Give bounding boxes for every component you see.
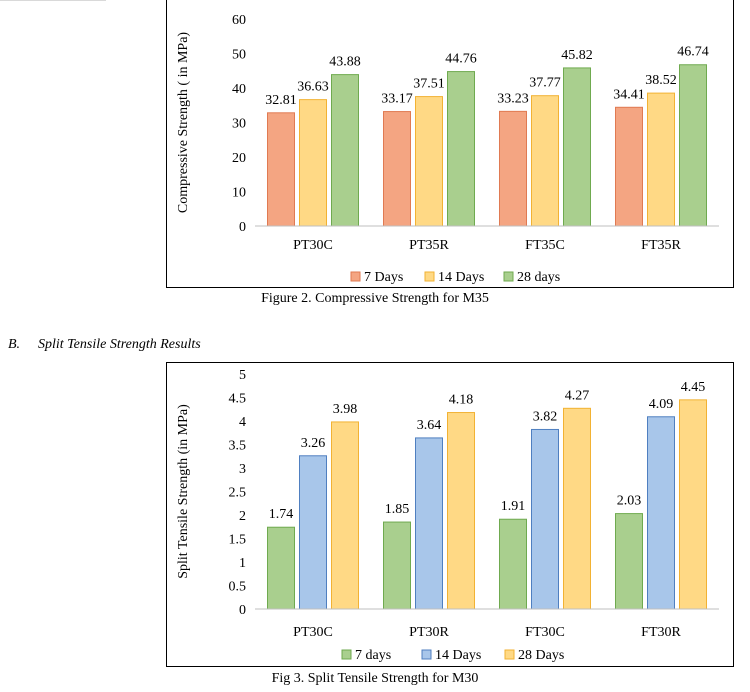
- data-label: 33.17: [381, 92, 413, 107]
- x-tick-label: FT35C: [525, 238, 565, 253]
- legend-label: 7 days: [355, 648, 391, 663]
- bar: [679, 399, 707, 610]
- legend-label: 28 Days: [518, 648, 564, 663]
- y-tick-label: 40: [232, 82, 246, 97]
- data-label: 34.41: [613, 87, 645, 102]
- y-tick-label: 0.5: [229, 580, 247, 595]
- top-rule: [0, 0, 106, 1]
- data-label: 44.76: [445, 52, 477, 67]
- bar: [447, 71, 475, 227]
- bar: [615, 106, 643, 227]
- bar: [383, 111, 411, 227]
- bar: [267, 112, 295, 227]
- data-label: 3.26: [301, 436, 326, 451]
- section-title: Split Tensile Strength Results: [38, 337, 201, 352]
- legend-label: 14 Days: [435, 648, 481, 663]
- y-tick-label: 5: [239, 368, 246, 383]
- bar: [679, 64, 707, 227]
- y-tick-label: 50: [232, 48, 246, 63]
- legend-swatch: [350, 271, 361, 282]
- y-tick-label: 2.5: [229, 486, 247, 501]
- compressive-strength-chart-svg: 0 10 20 30 40 50 60 32.81 33.17 33.23 34.41 36.63 37…: [176, 13, 719, 285]
- legend-swatch: [504, 649, 515, 660]
- x-tick-label: FT35R: [641, 238, 681, 253]
- x-tick-label: PT35R: [409, 238, 449, 253]
- y-tick-label: 1: [239, 556, 246, 571]
- data-label: 33.23: [497, 91, 529, 106]
- y-axis-title: Split Tensile Strength (in MPa): [176, 404, 191, 579]
- bar: [563, 67, 591, 227]
- data-label: 43.88: [329, 55, 361, 70]
- bar: [415, 437, 443, 610]
- bar: [531, 95, 559, 227]
- x-tick-label: PT30R: [409, 625, 449, 640]
- y-tick-label: 4: [239, 415, 246, 430]
- data-label: 1.74: [269, 507, 294, 522]
- bar: [499, 110, 527, 227]
- data-label: 4.18: [449, 393, 474, 408]
- data-label: 3.64: [417, 418, 442, 433]
- legend-label: 14 Days: [438, 270, 484, 285]
- section-heading: B. Split Tensile Strength Results: [8, 337, 201, 353]
- y-tick-label: 1.5: [229, 533, 247, 548]
- bar: [415, 96, 443, 227]
- bar: [647, 416, 675, 610]
- legend-swatch: [421, 649, 432, 660]
- legend-label: 28 days: [517, 270, 560, 285]
- bar: [383, 521, 411, 610]
- x-tick-label: FT30R: [641, 625, 681, 640]
- legend-swatch: [503, 271, 514, 282]
- section-label: B.: [8, 337, 21, 352]
- y-tick-label: 10: [232, 186, 246, 201]
- data-label: 4.45: [681, 380, 706, 395]
- data-label: 38.52: [645, 73, 677, 88]
- bar: [499, 518, 527, 610]
- x-tick-label: PT30C: [293, 625, 333, 640]
- split-tensile-strength-chart-svg: 0 0.5 1 1.5 2 2.5 3 3.5 4 4.5 5 1.74 1.85 1.91 2.03 3.2…: [176, 368, 719, 663]
- data-label: 37.77: [529, 76, 561, 91]
- y-tick-label: 0: [239, 220, 246, 235]
- legend-swatch: [341, 649, 352, 660]
- bar: [331, 74, 359, 227]
- data-label: 45.82: [561, 48, 593, 63]
- data-label: 32.81: [265, 93, 297, 108]
- bar: [299, 99, 327, 227]
- bar: [615, 513, 643, 610]
- y-tick-label: 20: [232, 151, 246, 166]
- y-tick-label: 3.5: [229, 439, 247, 454]
- y-tick-label: 4.5: [229, 392, 247, 407]
- legend-swatch: [424, 271, 435, 282]
- legend-label: 7 Days: [364, 270, 403, 285]
- data-label: 1.91: [501, 499, 526, 514]
- data-label: 1.85: [385, 502, 410, 517]
- data-label: 46.74: [677, 45, 709, 60]
- y-axis-title: Compressive Strength ( in MPa): [176, 32, 191, 214]
- split-tensile-strength-chart: 0 0.5 1 1.5 2 2.5 3 3.5 4 4.5 5 1.74 1.85 1.91 2.03 3.2…: [166, 362, 734, 667]
- compressive-strength-chart: 0 10 20 30 40 50 60 32.81 33.17 33.23 34.41 36.63 37…: [166, 0, 734, 288]
- data-label: 37.51: [413, 77, 445, 92]
- y-tick-label: 2: [239, 509, 246, 524]
- data-label: 3.98: [333, 402, 358, 417]
- y-tick-label: 30: [232, 117, 246, 132]
- bar: [563, 407, 591, 610]
- bar: [647, 92, 675, 227]
- bar: [447, 412, 475, 610]
- data-label: 36.63: [297, 80, 329, 95]
- y-tick-label: 3: [239, 462, 246, 477]
- data-label: 4.09: [649, 397, 674, 412]
- bar: [267, 526, 295, 610]
- y-tick-label: 60: [232, 13, 246, 28]
- data-label: 2.03: [617, 494, 642, 509]
- bar: [299, 455, 327, 610]
- x-tick-label: FT30C: [525, 625, 565, 640]
- figure-3-caption: Fig 3. Split Tensile Strength for M30: [271, 671, 479, 686]
- bar: [331, 421, 359, 610]
- data-label: 4.27: [565, 388, 590, 403]
- figure-2-caption: Figure 2. Compressive Strength for M35: [261, 291, 489, 306]
- bar: [531, 428, 559, 610]
- data-label: 3.82: [533, 409, 558, 424]
- y-tick-label: 0: [239, 603, 246, 618]
- x-tick-label: PT30C: [293, 238, 333, 253]
